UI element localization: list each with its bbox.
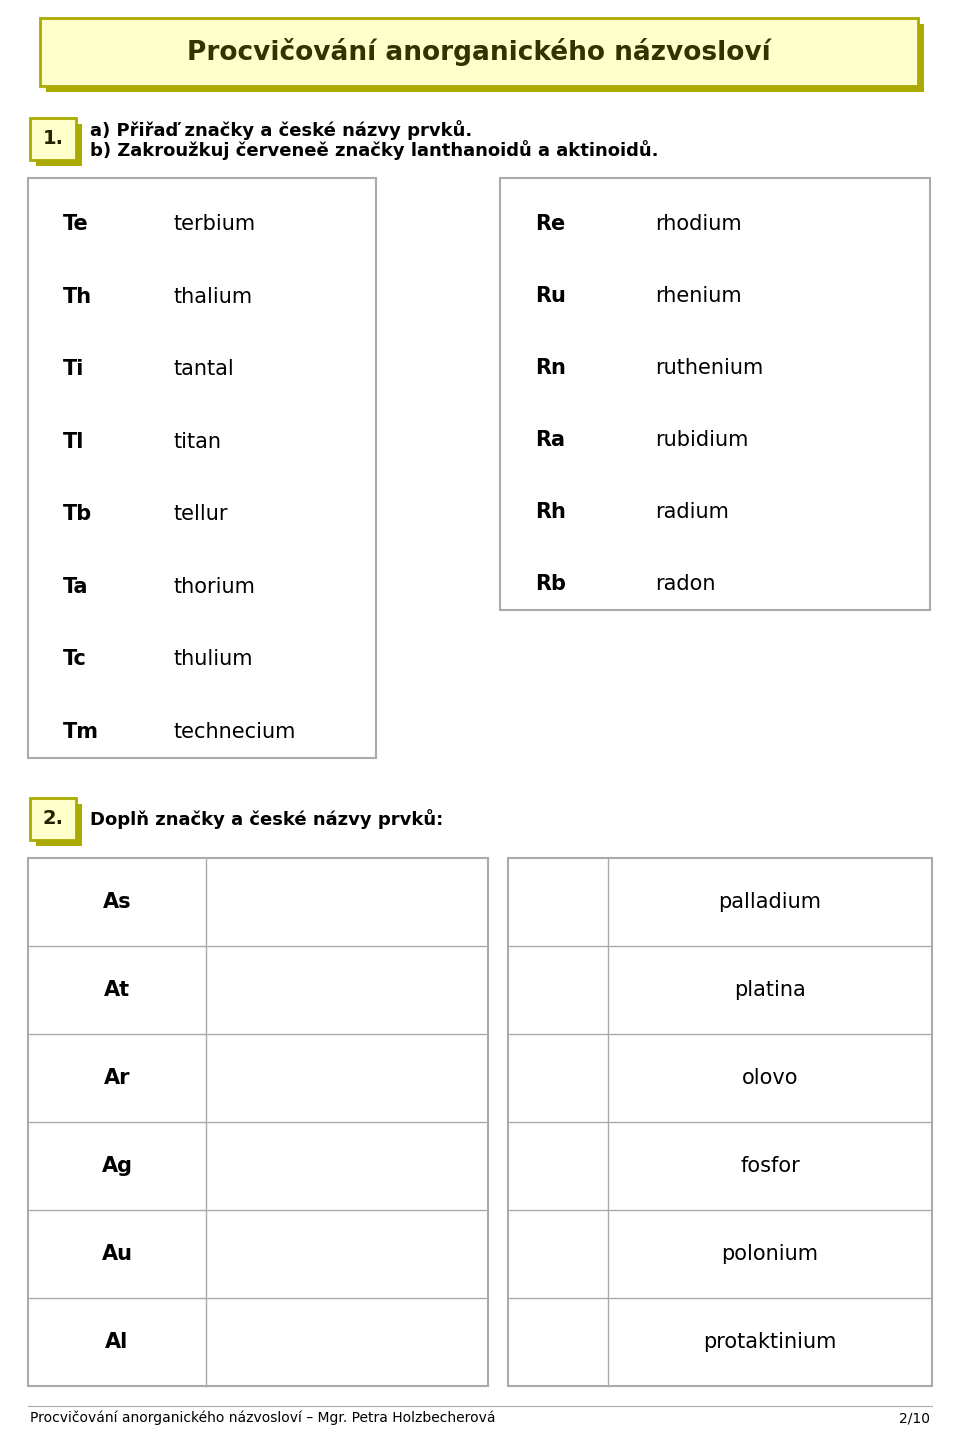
Text: Ti: Ti <box>63 360 84 380</box>
Bar <box>28 858 488 1386</box>
Text: Ag: Ag <box>102 1156 132 1176</box>
Text: rubidium: rubidium <box>655 430 749 450</box>
Text: Tc: Tc <box>63 649 86 669</box>
Bar <box>30 799 76 840</box>
Text: 2/10: 2/10 <box>899 1412 930 1425</box>
Bar <box>508 858 932 1386</box>
Text: b) Zakroužkuj červeneě značky lanthanoidů a aktinoidů.: b) Zakroužkuj červeneě značky lanthanoid… <box>90 140 659 160</box>
Text: terbium: terbium <box>173 214 255 235</box>
Text: ruthenium: ruthenium <box>655 358 763 378</box>
Text: fosfor: fosfor <box>740 1156 800 1176</box>
Bar <box>46 24 924 92</box>
Bar <box>40 19 918 86</box>
Text: technecium: technecium <box>173 722 296 741</box>
Text: Ru: Ru <box>535 286 565 307</box>
Text: 1.: 1. <box>42 130 63 148</box>
Text: Tl: Tl <box>63 432 84 452</box>
Text: tellur: tellur <box>173 504 228 524</box>
Text: radium: radium <box>655 502 729 522</box>
Text: At: At <box>104 980 130 1000</box>
Text: Ra: Ra <box>535 430 565 450</box>
Text: Procvičování anorganického názvosloví – Mgr. Petra Holzbecherová: Procvičování anorganického názvosloví – … <box>30 1410 495 1425</box>
Text: a) Přiřaď značky a české názvy prvků.: a) Přiřaď značky a české názvy prvků. <box>90 119 472 140</box>
Text: thorium: thorium <box>173 577 254 597</box>
Text: Ar: Ar <box>104 1068 131 1088</box>
Text: rhodium: rhodium <box>655 214 742 235</box>
Text: tantal: tantal <box>173 360 233 380</box>
Text: Rb: Rb <box>535 574 566 594</box>
Text: thalium: thalium <box>173 286 252 307</box>
Text: Al: Al <box>106 1333 129 1353</box>
Text: Ta: Ta <box>63 577 88 597</box>
Text: Tm: Tm <box>63 722 99 741</box>
Text: Tb: Tb <box>63 504 92 524</box>
Text: 2.: 2. <box>42 810 63 829</box>
Text: Rh: Rh <box>535 502 565 522</box>
Text: palladium: palladium <box>718 892 822 912</box>
Bar <box>36 804 82 846</box>
Bar <box>28 178 376 758</box>
Text: protaktinium: protaktinium <box>704 1333 837 1353</box>
Text: Te: Te <box>63 214 88 235</box>
Text: rhenium: rhenium <box>655 286 742 307</box>
Text: Re: Re <box>535 214 565 235</box>
Bar <box>30 118 76 160</box>
Text: radon: radon <box>655 574 715 594</box>
Text: Rn: Rn <box>535 358 565 378</box>
Text: olovo: olovo <box>742 1068 799 1088</box>
Text: Th: Th <box>63 286 92 307</box>
Text: Au: Au <box>102 1243 132 1263</box>
Text: thulium: thulium <box>173 649 252 669</box>
Text: polonium: polonium <box>722 1243 819 1263</box>
Bar <box>500 178 930 610</box>
Text: Procvičování anorganického názvosloví: Procvičování anorganického názvosloví <box>187 37 771 66</box>
Bar <box>36 124 82 165</box>
Text: As: As <box>103 892 132 912</box>
Text: Doplň značky a české názvy prvků:: Doplň značky a české názvy prvků: <box>90 809 444 829</box>
Text: titan: titan <box>173 432 221 452</box>
Text: platina: platina <box>734 980 805 1000</box>
